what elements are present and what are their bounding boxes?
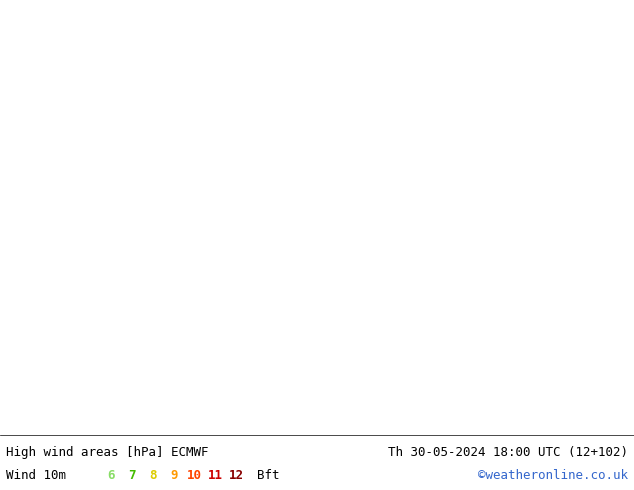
Text: Th 30-05-2024 18:00 UTC (12+102): Th 30-05-2024 18:00 UTC (12+102) — [387, 446, 628, 459]
Text: High wind areas [hPa] ECMWF: High wind areas [hPa] ECMWF — [6, 446, 209, 459]
Text: 7: 7 — [128, 469, 136, 483]
Text: 9: 9 — [170, 469, 178, 483]
Text: ©weatheronline.co.uk: ©weatheronline.co.uk — [477, 469, 628, 483]
Text: 12: 12 — [229, 469, 244, 483]
Text: 10: 10 — [187, 469, 202, 483]
Text: 6: 6 — [107, 469, 115, 483]
Text: 11: 11 — [208, 469, 223, 483]
Text: Wind 10m: Wind 10m — [6, 469, 67, 483]
Text: Bft: Bft — [257, 469, 280, 483]
Text: 8: 8 — [149, 469, 157, 483]
